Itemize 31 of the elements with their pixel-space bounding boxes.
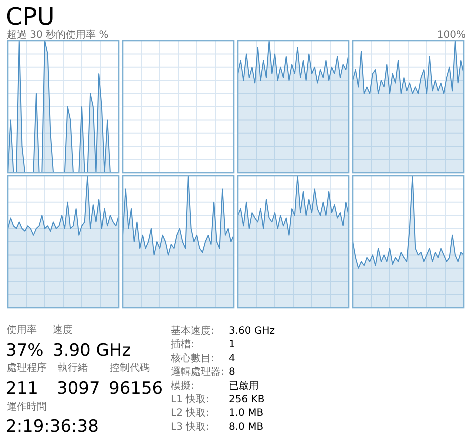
text: 運作時間 <box>7 401 47 413</box>
text: 使用率 <box>7 324 37 336</box>
text: 處理程序 <box>7 362 47 374</box>
annotation: 100% <box>437 30 466 41</box>
text: 插槽: <box>171 338 194 351</box>
text: 速度 <box>53 324 73 336</box>
text: 邏輯處理器: <box>171 366 224 378</box>
text: 1.0 MB <box>229 408 264 420</box>
text: L1 快取: <box>171 394 210 406</box>
text: 3.90 GHz <box>53 341 132 361</box>
text: 超過 30 秒的使用率 % <box>7 29 109 41</box>
text: 8.0 MB <box>229 422 264 433</box>
text: L3 快取: <box>171 420 210 433</box>
text: 3.60 GHz <box>229 326 275 337</box>
text: 已啟用 <box>229 380 259 392</box>
text: 核心數目: <box>170 352 214 364</box>
text: 256 KB <box>229 394 265 406</box>
text: 執行緒 <box>58 362 88 374</box>
text: 控制代碼 <box>110 362 150 374</box>
text: 2:19:36:38 <box>6 417 99 437</box>
text: 96156 <box>109 379 164 399</box>
text: 模擬: <box>171 380 194 392</box>
text: CPU <box>6 3 55 31</box>
text: 1 <box>229 340 236 351</box>
text: 4 <box>229 353 236 364</box>
text: 3097 <box>57 379 100 399</box>
text: L2 快取: <box>171 407 210 420</box>
text: 211 <box>6 379 38 399</box>
text: 37% <box>6 341 44 361</box>
text: 基本速度: <box>171 325 214 337</box>
text: 8 <box>229 367 236 378</box>
